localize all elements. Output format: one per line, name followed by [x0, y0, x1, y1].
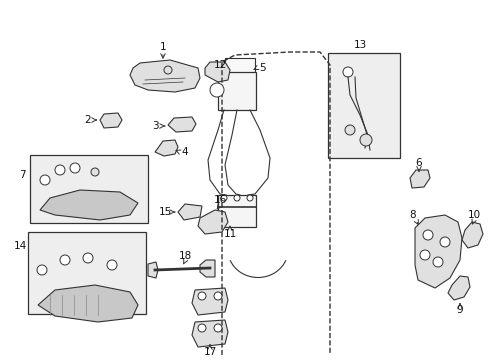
Circle shape: [40, 175, 50, 185]
Polygon shape: [200, 260, 215, 277]
Polygon shape: [204, 62, 229, 82]
Text: 5: 5: [258, 63, 265, 73]
Bar: [30, 155, 148, 223]
Text: 11: 11: [223, 229, 236, 239]
Bar: [28, 232, 146, 314]
Text: 15: 15: [158, 207, 171, 217]
Bar: [218, 72, 256, 110]
Circle shape: [345, 125, 354, 135]
Text: 3: 3: [151, 121, 158, 131]
Text: 16: 16: [213, 195, 226, 205]
Circle shape: [221, 195, 226, 201]
Text: 17: 17: [203, 347, 216, 357]
Text: 8: 8: [409, 210, 415, 220]
Circle shape: [359, 134, 371, 146]
Text: 1: 1: [160, 42, 166, 52]
Text: 2: 2: [84, 115, 91, 125]
Circle shape: [55, 165, 65, 175]
Circle shape: [234, 195, 240, 201]
Circle shape: [422, 230, 432, 240]
Circle shape: [198, 324, 205, 332]
Polygon shape: [198, 210, 227, 234]
Circle shape: [209, 83, 224, 97]
Text: 9: 9: [456, 305, 462, 315]
Text: 14: 14: [13, 241, 26, 251]
Circle shape: [70, 163, 80, 173]
Polygon shape: [192, 320, 227, 347]
Text: 6: 6: [415, 158, 422, 168]
Text: 12: 12: [213, 60, 226, 70]
Circle shape: [214, 292, 222, 300]
Text: 4: 4: [182, 147, 188, 157]
Polygon shape: [447, 276, 469, 300]
Circle shape: [432, 257, 442, 267]
Circle shape: [198, 292, 205, 300]
Circle shape: [91, 168, 99, 176]
Circle shape: [83, 253, 93, 263]
Text: 13: 13: [353, 40, 366, 50]
Text: 18: 18: [178, 251, 191, 261]
Polygon shape: [461, 222, 482, 248]
Bar: [327, 53, 399, 158]
Bar: [218, 195, 256, 227]
Circle shape: [246, 195, 252, 201]
Polygon shape: [155, 140, 178, 156]
Circle shape: [419, 250, 429, 260]
Polygon shape: [148, 262, 158, 278]
Circle shape: [163, 66, 172, 74]
Text: 7: 7: [19, 170, 25, 180]
Circle shape: [60, 255, 70, 265]
Circle shape: [37, 265, 47, 275]
Polygon shape: [409, 170, 429, 188]
Polygon shape: [100, 113, 122, 128]
Polygon shape: [40, 190, 138, 220]
Circle shape: [439, 237, 449, 247]
Polygon shape: [38, 285, 138, 322]
Bar: [224, 58, 254, 93]
Polygon shape: [130, 60, 200, 92]
Polygon shape: [168, 117, 196, 132]
Circle shape: [214, 324, 222, 332]
Text: 10: 10: [467, 210, 480, 220]
Polygon shape: [178, 204, 202, 220]
Polygon shape: [192, 288, 227, 315]
Circle shape: [342, 67, 352, 77]
Circle shape: [107, 260, 117, 270]
Polygon shape: [414, 215, 461, 288]
